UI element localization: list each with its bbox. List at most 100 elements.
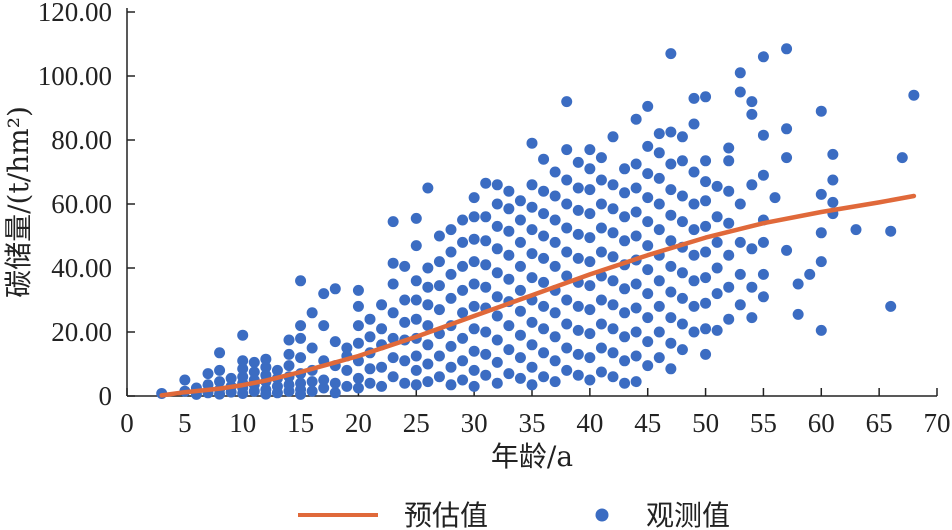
observed-point: [561, 294, 573, 306]
observed-point: [746, 312, 758, 324]
observed-point: [607, 227, 619, 239]
y-tick-label: 120.00: [38, 0, 112, 27]
observed-point: [653, 275, 665, 287]
observed-point: [734, 198, 746, 210]
observed-point: [607, 299, 619, 311]
observed-point: [561, 174, 573, 186]
observed-point: [468, 345, 480, 357]
observed-point: [584, 144, 596, 156]
observed-point: [757, 51, 769, 63]
x-tick-label: 60: [808, 408, 835, 438]
observed-point: [630, 113, 642, 125]
observed-point: [653, 224, 665, 236]
observed-point: [480, 281, 492, 293]
observed-point: [503, 203, 515, 215]
observed-point: [283, 334, 295, 346]
observed-point: [561, 318, 573, 330]
observed-point: [318, 382, 330, 394]
observed-point: [538, 153, 550, 165]
observed-point: [711, 288, 723, 300]
observed-point: [584, 374, 596, 386]
x-tick-label: 55: [750, 408, 777, 438]
observed-point: [399, 260, 411, 272]
observed-point: [376, 380, 388, 392]
observed-point: [607, 347, 619, 359]
observed-point: [572, 348, 584, 360]
observed-point: [457, 355, 469, 367]
observed-point: [503, 320, 515, 332]
y-tick-label: 20.00: [51, 317, 112, 347]
legend-label-predicted: 预估值: [404, 499, 488, 530]
observed-point: [514, 195, 526, 207]
observed-point: [607, 203, 619, 215]
observed-point: [514, 236, 526, 248]
observed-point: [676, 292, 688, 304]
observed-point: [549, 190, 561, 202]
observed-point: [723, 185, 735, 197]
observed-point: [549, 260, 561, 272]
observed-point: [283, 348, 295, 360]
observed-point: [433, 350, 445, 362]
observed-point: [549, 331, 561, 343]
observed-point: [561, 144, 573, 156]
legend-label-observed: 观测值: [646, 499, 730, 530]
y-tick-label: 40.00: [51, 253, 112, 283]
observed-point: [399, 316, 411, 328]
observed-point: [688, 224, 700, 236]
observed-point: [480, 211, 492, 223]
observed-point: [607, 275, 619, 287]
observed-point: [480, 259, 492, 271]
line-series: [159, 193, 917, 398]
observed-point: [329, 336, 341, 348]
observed-point: [352, 382, 364, 394]
observed-point: [526, 201, 538, 213]
observed-point: [445, 246, 457, 258]
observed-point: [607, 131, 619, 143]
observed-point: [688, 326, 700, 338]
observed-point: [757, 129, 769, 141]
observed-point: [908, 89, 920, 101]
observed-point: [642, 100, 654, 112]
observed-point: [665, 235, 677, 247]
observed-point: [815, 256, 827, 268]
observed-point: [468, 192, 480, 204]
observed-point: [700, 246, 712, 258]
observed-point: [387, 278, 399, 290]
observed-point: [526, 224, 538, 236]
observed-point: [595, 198, 607, 210]
observed-point: [376, 361, 388, 373]
observed-point: [445, 379, 457, 391]
observed-point: [248, 356, 260, 368]
observed-point: [653, 198, 665, 210]
observed-point: [572, 204, 584, 216]
observed-point: [723, 142, 735, 154]
observed-point: [595, 294, 607, 306]
observed-point: [445, 361, 457, 373]
observed-point: [653, 300, 665, 312]
observed-point: [410, 294, 422, 306]
observed-point: [757, 268, 769, 280]
observed-point: [665, 48, 677, 60]
observed-point: [410, 275, 422, 287]
observed-point: [491, 243, 503, 255]
observed-point: [619, 331, 631, 343]
y-tick-label: 0: [99, 381, 113, 411]
observed-point: [491, 310, 503, 322]
observed-point: [711, 262, 723, 274]
observed-point: [630, 350, 642, 362]
y-tick-label: 60.00: [51, 189, 112, 219]
observed-point: [896, 152, 908, 164]
observed-point: [491, 291, 503, 303]
observed-point: [665, 337, 677, 349]
observed-point: [433, 230, 445, 242]
observed-point: [445, 340, 457, 352]
observed-point: [503, 185, 515, 197]
observed-point: [538, 185, 550, 197]
observed-point: [665, 184, 677, 196]
observed-point: [514, 260, 526, 272]
observed-point: [538, 252, 550, 264]
observed-point: [827, 148, 839, 160]
observed-point: [781, 123, 793, 135]
observed-point: [665, 158, 677, 170]
observed-point: [815, 188, 827, 200]
